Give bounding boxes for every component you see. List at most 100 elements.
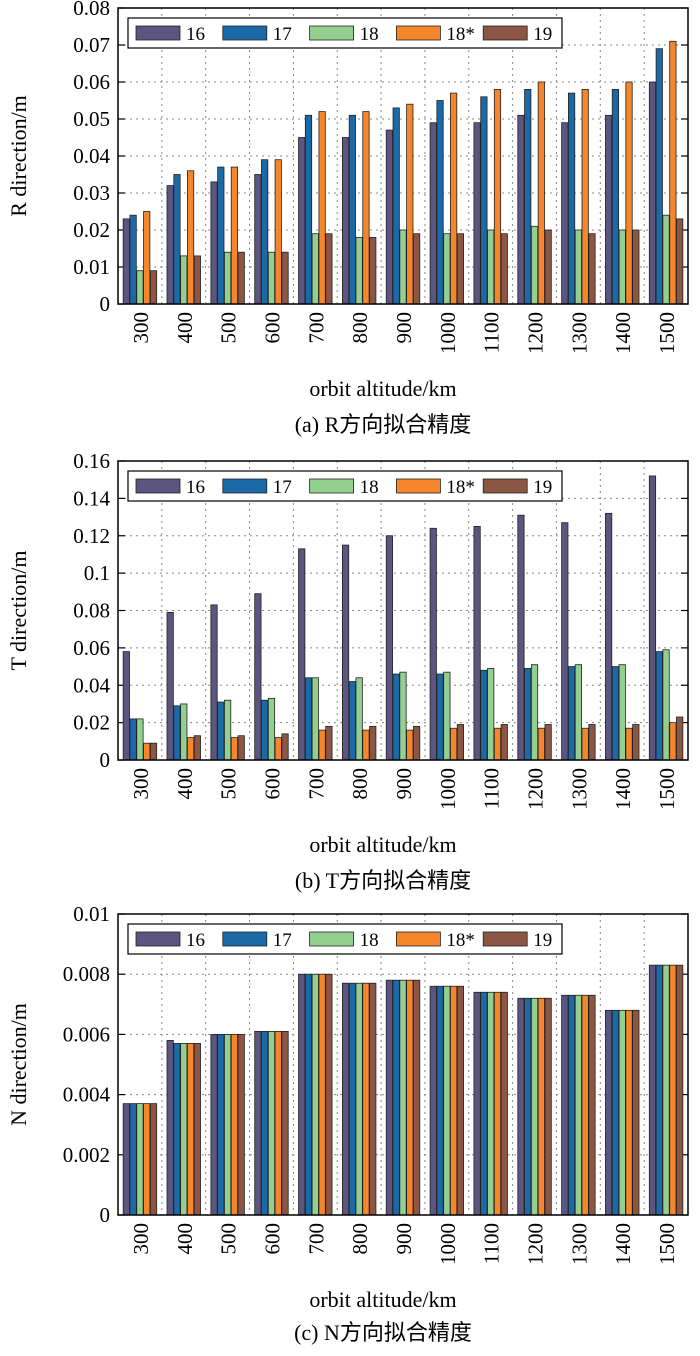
bar-19-500 [237, 1034, 245, 1216]
bar-17-1400 [611, 89, 620, 305]
y-tick-label: 0 [100, 1203, 111, 1227]
bar-16-1300 [561, 994, 569, 1216]
bar-19-1500 [676, 218, 684, 305]
bar-16-700 [298, 973, 306, 1216]
bar-19-1200 [544, 229, 552, 305]
legend-swatch-18* [395, 931, 441, 947]
x-tick-label: 700 [304, 768, 328, 800]
bar-17-500 [217, 701, 225, 761]
y-tick-label: 0.08 [73, 0, 110, 20]
bar-18-700 [311, 973, 319, 1216]
bar-16-900 [385, 979, 393, 1216]
bar-19-1500 [676, 964, 684, 1216]
bar-16-1500 [648, 81, 657, 305]
bar-17-700 [304, 973, 313, 1216]
bar-19-1000 [456, 724, 465, 761]
legend-swatch-19 [482, 931, 528, 947]
bar-18-400 [180, 1043, 188, 1216]
bar-16-1000 [429, 527, 437, 761]
x-tick-label: 1200 [524, 312, 548, 354]
bar-18-600 [267, 697, 276, 761]
y-tick-label: 0.008 [63, 962, 110, 986]
bar-18-300 [136, 1103, 144, 1216]
y-tick-label: 0 [100, 292, 111, 316]
bar-17-1000 [436, 985, 444, 1216]
bar-17-600 [261, 699, 269, 761]
bar-19-1300 [588, 994, 596, 1216]
bar-17-1300 [568, 92, 576, 305]
bar-18*-1300 [581, 994, 589, 1216]
bar-17-1500 [655, 651, 663, 761]
chart-panel-2: 0 0.002 0.004 0.006 0.008 0.01 300 400 500 600 700… [6, 902, 689, 1345]
bar-19-800 [369, 982, 377, 1216]
bar-16-500 [210, 604, 218, 761]
bar-16-700 [298, 548, 306, 761]
y-tick-label: 0.05 [73, 107, 110, 131]
bar-17-1200 [524, 89, 532, 305]
bar-16-1100 [473, 122, 481, 305]
bar-18*-400 [186, 737, 195, 761]
bar-17-700 [304, 114, 313, 305]
bar-16-1200 [517, 514, 525, 761]
legend-label-18*: 18* [446, 24, 475, 45]
bar-17-1000 [436, 100, 444, 305]
y-tick-label: 0.08 [73, 599, 110, 623]
x-tick-label: 600 [260, 768, 284, 800]
bar-18*-600 [274, 159, 282, 305]
bar-16-800 [341, 137, 350, 305]
bar-18-800 [355, 236, 363, 305]
legend-label-16: 16 [186, 930, 205, 951]
bar-17-1300 [568, 994, 576, 1216]
x-tick-label: 700 [304, 312, 328, 344]
legend-label-19: 19 [533, 477, 552, 498]
bar-18*-700 [318, 973, 326, 1216]
bar-16-500 [210, 1034, 218, 1216]
bar-18-1000 [443, 233, 451, 305]
bar-18*-400 [186, 170, 195, 305]
bar-18-700 [311, 233, 319, 305]
legend-swatch-16 [135, 931, 181, 947]
x-tick-label: 700 [304, 1223, 328, 1255]
bar-17-1400 [611, 1009, 620, 1216]
x-tick-label: 1500 [655, 312, 679, 354]
bar-18*-1300 [581, 89, 589, 305]
legend-swatch-18* [395, 25, 441, 41]
bar-18-900 [399, 979, 407, 1216]
bar-17-400 [173, 1043, 181, 1216]
legend-swatch-18 [309, 25, 355, 41]
bar-16-400 [166, 185, 174, 305]
bar-19-1000 [456, 233, 465, 305]
y-tick-label: 0.1 [84, 561, 110, 585]
legend-label-16: 16 [186, 24, 205, 45]
bar-18*-1100 [493, 89, 502, 305]
bar-17-900 [392, 673, 400, 761]
bar-16-900 [385, 535, 393, 761]
legend-label-18*: 18* [446, 477, 475, 498]
bar-18-1300 [574, 229, 582, 305]
bar-16-1000 [429, 122, 437, 305]
bar-17-1100 [480, 991, 488, 1216]
bar-16-1200 [517, 997, 525, 1216]
bar-17-500 [217, 1034, 225, 1216]
legend-swatch-19 [482, 478, 528, 494]
bar-18*-900 [406, 979, 414, 1216]
y-tick-label: 0.02 [73, 218, 110, 242]
bar-18-700 [311, 677, 319, 761]
bar-18-500 [224, 699, 232, 761]
bar-18-1400 [618, 1009, 626, 1216]
bar-18*-1200 [537, 727, 545, 761]
y-axis-label: T direction/m [6, 551, 31, 671]
x-tick-label: 1300 [567, 1223, 591, 1265]
bar-18-600 [267, 1030, 276, 1216]
x-tick-label: 1100 [480, 312, 504, 353]
x-tick-label: 400 [173, 312, 197, 344]
chart-panel-1: 0 0.02 0.04 0.06 0.08 0.1 0.12 0.14 0.16 300 400 50… [6, 449, 689, 893]
x-tick-label: 400 [173, 768, 197, 800]
x-tick-label: 800 [348, 1223, 372, 1255]
y-tick-label: 0.06 [73, 70, 110, 94]
bar-18-1200 [530, 664, 539, 761]
y-tick-label: 0.14 [73, 486, 110, 510]
bar-19-300 [149, 270, 158, 305]
bar-18-1500 [662, 649, 670, 761]
bar-17-500 [217, 166, 225, 305]
